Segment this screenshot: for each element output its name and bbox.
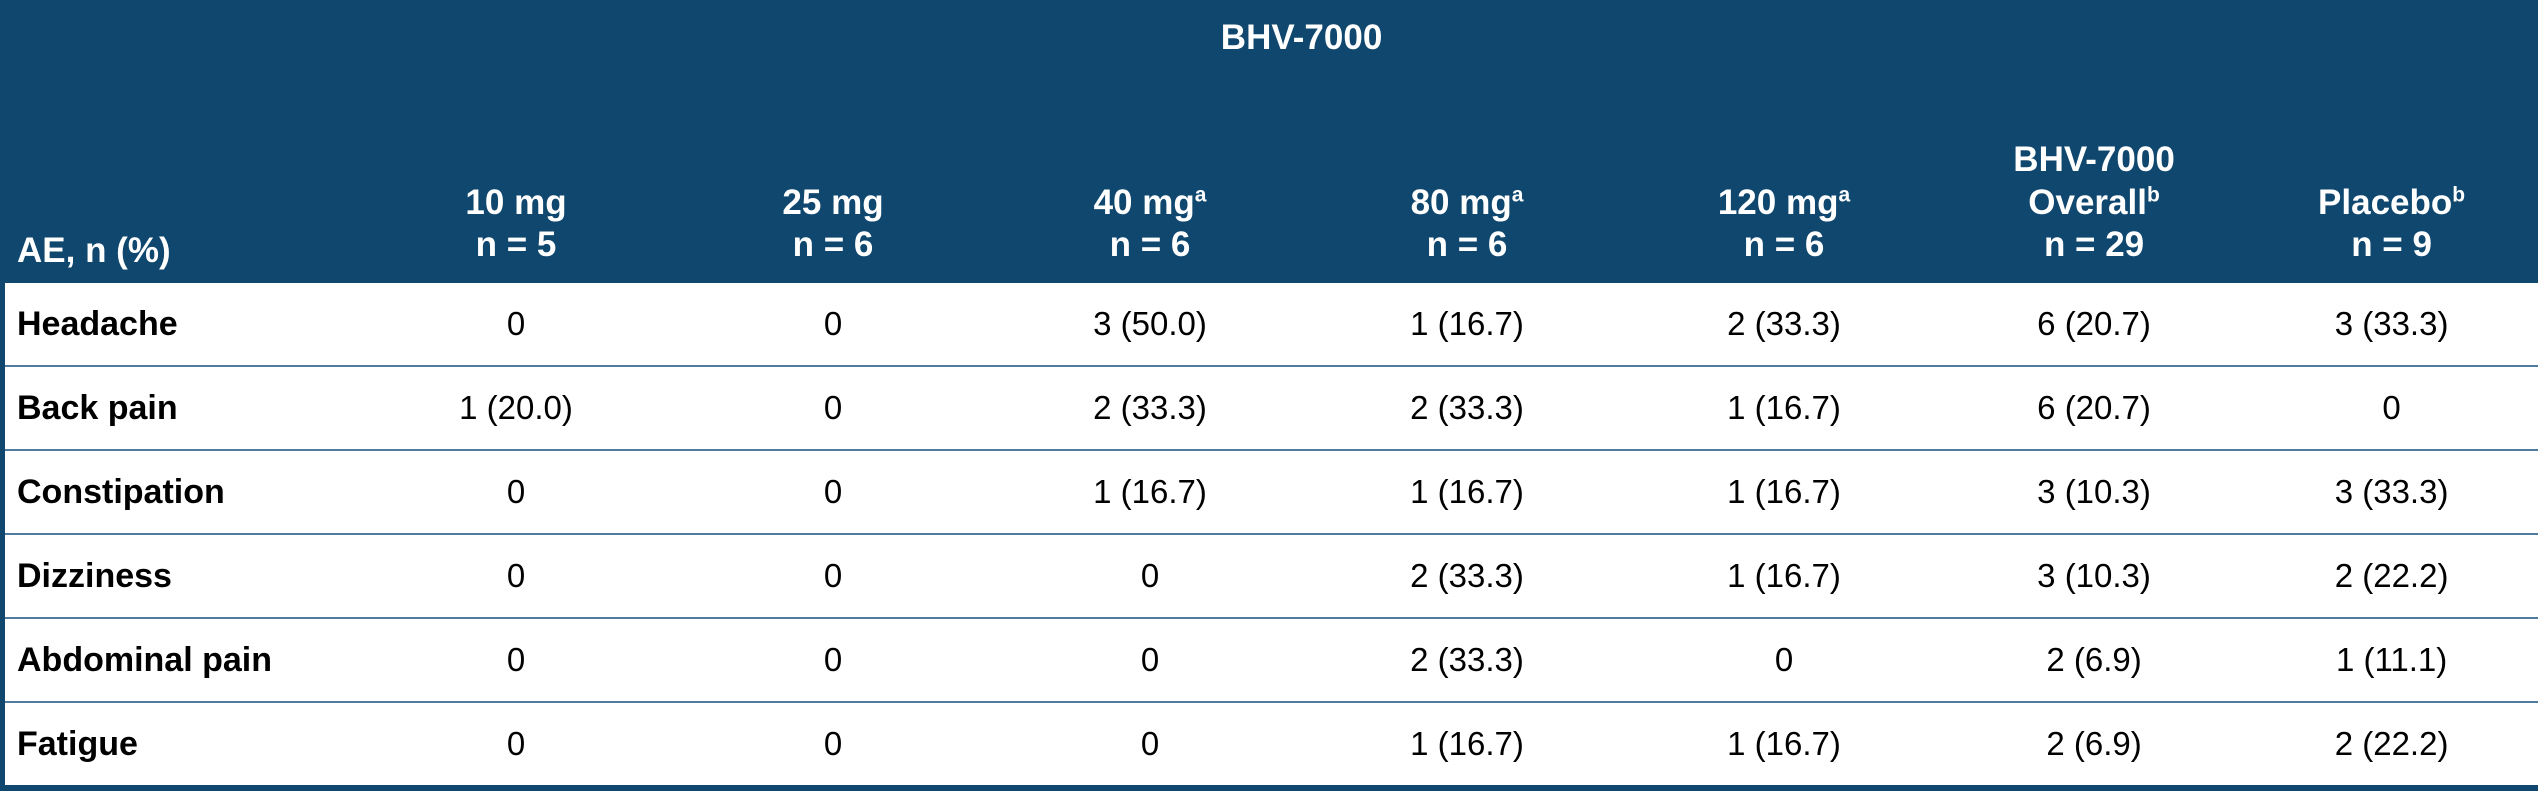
table-row-fatigue: Fatigue 0 0 0 1 (16.7) 1 (16.7) 2 (6.9) … xyxy=(3,702,2538,788)
col-header-placebo: Placebob n = 9 xyxy=(2246,69,2538,283)
ae-label: Dizziness xyxy=(3,534,358,618)
value-cell: 1 (16.7) xyxy=(1626,702,1943,788)
dose-label: 80 mg xyxy=(1411,183,1512,222)
value-cell: 3 (10.3) xyxy=(1943,534,2246,618)
value-cell: 0 xyxy=(675,618,992,702)
col-header-dose: 40 mga xyxy=(993,182,1308,225)
value-cell: 1 (11.1) xyxy=(2246,618,2538,702)
ae-label: Fatigue xyxy=(3,702,358,788)
corner-header: AE, n (%) xyxy=(3,69,358,283)
col-header-n: n = 29 xyxy=(1944,224,2245,267)
group-header-spacer-left xyxy=(3,0,358,69)
table-body: Headache 0 0 3 (50.0) 1 (16.7) 2 (33.3) … xyxy=(3,283,2538,788)
col-header-n: n = 6 xyxy=(993,224,1308,267)
value-cell: 1 (16.7) xyxy=(1626,450,1943,534)
ae-label: Constipation xyxy=(3,450,358,534)
footnote-marker: a xyxy=(1838,183,1850,206)
value-cell: 0 xyxy=(675,366,992,450)
col-header-25mg: 25 mg n = 6 xyxy=(675,69,992,283)
table-row-dizziness: Dizziness 0 0 0 2 (33.3) 1 (16.7) 3 (10.… xyxy=(3,534,2538,618)
dose-label: 120 mg xyxy=(1718,183,1839,222)
group-header-title: BHV-7000 xyxy=(358,0,2246,69)
col-header-n: n = 5 xyxy=(359,224,674,267)
table-header: BHV-7000 AE, n (%) 10 mg n = 5 25 mg n =… xyxy=(3,0,2538,283)
value-cell: 1 (20.0) xyxy=(358,366,675,450)
value-cell: 2 (33.3) xyxy=(1309,618,1626,702)
value-cell: 1 (16.7) xyxy=(1309,702,1626,788)
table-row-back-pain: Back pain 1 (20.0) 0 2 (33.3) 2 (33.3) 1… xyxy=(3,366,2538,450)
value-cell: 1 (16.7) xyxy=(1626,366,1943,450)
value-cell: 6 (20.7) xyxy=(1943,283,2246,366)
col-header-dose: 10 mg xyxy=(359,182,674,225)
value-cell: 2 (6.9) xyxy=(1943,702,2246,788)
value-cell: 0 xyxy=(358,534,675,618)
value-cell: 0 xyxy=(1626,618,1943,702)
value-cell: 2 (33.3) xyxy=(1309,366,1626,450)
col-header-120mg: 120 mga n = 6 xyxy=(1626,69,1943,283)
value-cell: 2 (22.2) xyxy=(2246,702,2538,788)
col-header-overall: BHV-7000 Overallb n = 29 xyxy=(1943,69,2246,283)
footnote-marker: a xyxy=(1512,183,1524,206)
dose-label: 10 mg xyxy=(465,183,566,222)
table-row-headache: Headache 0 0 3 (50.0) 1 (16.7) 2 (33.3) … xyxy=(3,283,2538,366)
col-header-dose: Placebob xyxy=(2247,182,2537,225)
value-cell: 2 (6.9) xyxy=(1943,618,2246,702)
col-header-n: n = 6 xyxy=(1627,224,1942,267)
value-cell: 6 (20.7) xyxy=(1943,366,2246,450)
value-cell: 0 xyxy=(358,618,675,702)
column-header-row: AE, n (%) 10 mg n = 5 25 mg n = 6 40 mga… xyxy=(3,69,2538,283)
value-cell: 1 (16.7) xyxy=(1309,283,1626,366)
value-cell: 1 (16.7) xyxy=(1626,534,1943,618)
col-header-40mg: 40 mga n = 6 xyxy=(992,69,1309,283)
dose-label: Overall xyxy=(2028,183,2147,222)
value-cell: 0 xyxy=(675,283,992,366)
value-cell: 0 xyxy=(2246,366,2538,450)
footnote-marker: a xyxy=(1195,183,1207,206)
col-header-extra: BHV-7000 xyxy=(1944,139,2245,182)
ae-label: Headache xyxy=(3,283,358,366)
col-header-80mg: 80 mga n = 6 xyxy=(1309,69,1626,283)
group-header-spacer-right xyxy=(2246,0,2538,69)
value-cell: 3 (10.3) xyxy=(1943,450,2246,534)
value-cell: 3 (33.3) xyxy=(2246,450,2538,534)
value-cell: 2 (33.3) xyxy=(1626,283,1943,366)
value-cell: 3 (50.0) xyxy=(992,283,1309,366)
footnote-marker: b xyxy=(2147,183,2160,206)
adverse-events-panel: BHV-7000 AE, n (%) 10 mg n = 5 25 mg n =… xyxy=(0,0,2538,742)
value-cell: 0 xyxy=(992,534,1309,618)
value-cell: 0 xyxy=(675,450,992,534)
value-cell: 0 xyxy=(358,702,675,788)
dose-label: Placebo xyxy=(2318,183,2452,222)
value-cell: 0 xyxy=(675,702,992,788)
table-row-abdominal-pain: Abdominal pain 0 0 0 2 (33.3) 0 2 (6.9) … xyxy=(3,618,2538,702)
footnote-marker: b xyxy=(2452,183,2465,206)
value-cell: 2 (33.3) xyxy=(1309,534,1626,618)
col-header-10mg: 10 mg n = 5 xyxy=(358,69,675,283)
value-cell: 3 (33.3) xyxy=(2246,283,2538,366)
group-header-row: BHV-7000 xyxy=(3,0,2538,69)
col-header-dose: 120 mga xyxy=(1627,182,1942,225)
value-cell: 0 xyxy=(358,283,675,366)
col-header-dose: 80 mga xyxy=(1310,182,1625,225)
value-cell: 0 xyxy=(358,450,675,534)
col-header-dose: Overallb xyxy=(1944,182,2245,225)
col-header-dose: 25 mg xyxy=(676,182,991,225)
col-header-n: n = 9 xyxy=(2247,224,2537,267)
table-row-constipation: Constipation 0 0 1 (16.7) 1 (16.7) 1 (16… xyxy=(3,450,2538,534)
ae-label: Abdominal pain xyxy=(3,618,358,702)
value-cell: 0 xyxy=(992,702,1309,788)
value-cell: 1 (16.7) xyxy=(992,450,1309,534)
col-header-n: n = 6 xyxy=(1310,224,1625,267)
value-cell: 0 xyxy=(675,534,992,618)
dose-label: 25 mg xyxy=(782,183,883,222)
dose-label: 40 mg xyxy=(1094,183,1195,222)
ae-label: Back pain xyxy=(3,366,358,450)
value-cell: 0 xyxy=(992,618,1309,702)
col-header-n: n = 6 xyxy=(676,224,991,267)
value-cell: 2 (33.3) xyxy=(992,366,1309,450)
value-cell: 2 (22.2) xyxy=(2246,534,2538,618)
value-cell: 1 (16.7) xyxy=(1309,450,1626,534)
